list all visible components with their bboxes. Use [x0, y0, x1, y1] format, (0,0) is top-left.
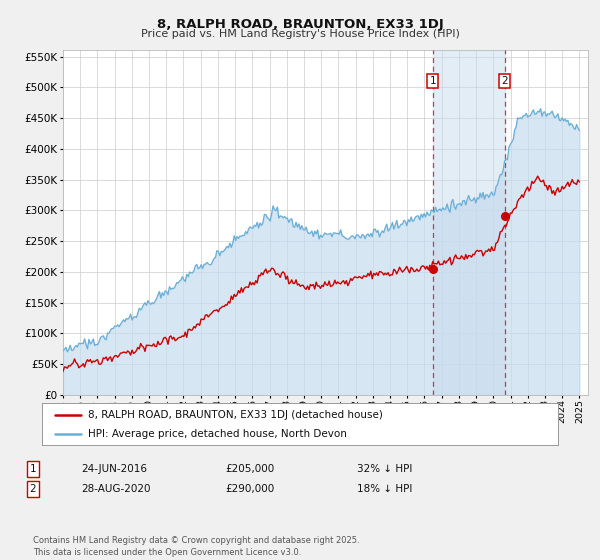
Text: Contains HM Land Registry data © Crown copyright and database right 2025.
This d: Contains HM Land Registry data © Crown c…: [33, 536, 359, 557]
Text: HPI: Average price, detached house, North Devon: HPI: Average price, detached house, Nort…: [88, 429, 347, 439]
Text: 24-JUN-2016: 24-JUN-2016: [81, 464, 147, 474]
Text: 1: 1: [29, 464, 37, 474]
Text: 1: 1: [430, 76, 436, 86]
Text: 32% ↓ HPI: 32% ↓ HPI: [357, 464, 412, 474]
Text: 18% ↓ HPI: 18% ↓ HPI: [357, 484, 412, 494]
Text: £205,000: £205,000: [225, 464, 274, 474]
Text: 2: 2: [501, 76, 508, 86]
Text: Price paid vs. HM Land Registry's House Price Index (HPI): Price paid vs. HM Land Registry's House …: [140, 29, 460, 39]
Text: £290,000: £290,000: [225, 484, 274, 494]
Text: 8, RALPH ROAD, BRAUNTON, EX33 1DJ (detached house): 8, RALPH ROAD, BRAUNTON, EX33 1DJ (detac…: [88, 409, 383, 419]
Text: 8, RALPH ROAD, BRAUNTON, EX33 1DJ: 8, RALPH ROAD, BRAUNTON, EX33 1DJ: [157, 18, 443, 31]
Text: 28-AUG-2020: 28-AUG-2020: [81, 484, 151, 494]
Text: 2: 2: [29, 484, 37, 494]
Bar: [433, 50, 505, 395]
